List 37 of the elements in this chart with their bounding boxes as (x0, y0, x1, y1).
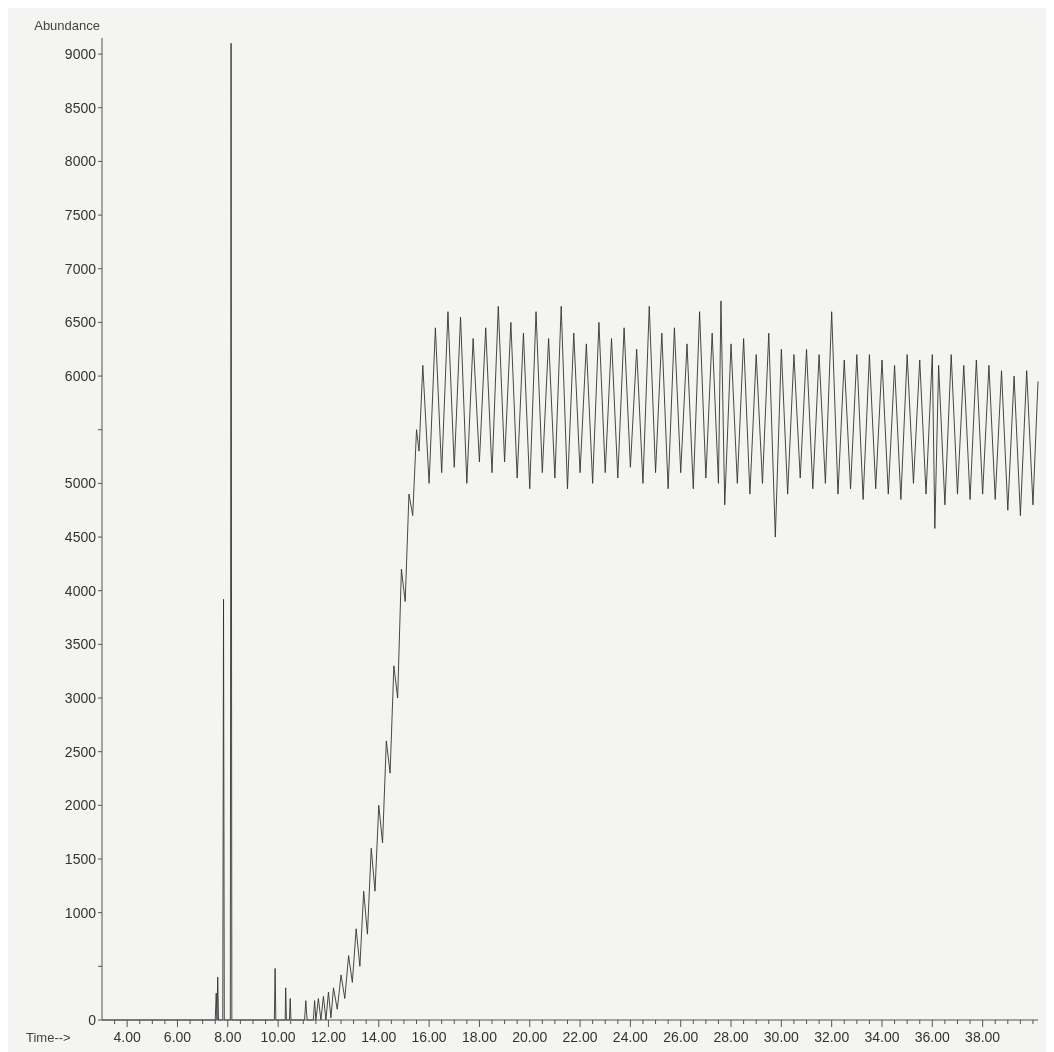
y-tick-label: 1500 (64, 850, 97, 867)
x-tick-label: 18.00 (461, 1029, 498, 1045)
x-tick-label: 38.00 (965, 1029, 1001, 1045)
x-tick-label: 26.00 (663, 1029, 699, 1045)
y-tick-label: 5000 (64, 475, 97, 492)
y-tick-label: 7000 (64, 260, 97, 277)
x-tick-label: 14.00 (361, 1029, 397, 1045)
x-axis-title: Time--> (26, 1030, 71, 1045)
y-tick-label: 0 (88, 1011, 97, 1028)
x-tick-label: 4.00 (113, 1029, 141, 1045)
y-tick-label: 4500 (64, 528, 97, 545)
y-tick-label: 6000 (64, 367, 97, 384)
x-tick-label: 6.00 (163, 1029, 192, 1045)
x-tick-label: 12.00 (310, 1029, 347, 1045)
y-tick-label: 3000 (64, 689, 97, 706)
y-tick-label: 6500 (64, 314, 97, 331)
y-tick-label: 2500 (64, 743, 97, 760)
x-tick-label: 24.00 (612, 1029, 649, 1045)
x-tick-label: 16.00 (411, 1029, 447, 1045)
y-tick-label: 8500 (64, 99, 97, 116)
x-tick-label: 28.00 (713, 1029, 749, 1045)
y-tick-label: 1000 (64, 904, 97, 921)
y-tick-label: 3500 (64, 636, 97, 653)
y-axis-title: Abundance (34, 18, 100, 33)
y-tick-label: 7500 (64, 206, 97, 223)
y-tick-label: 8000 (64, 153, 97, 170)
x-tick-label: 32.00 (814, 1029, 850, 1045)
x-tick-label: 8.00 (214, 1029, 242, 1045)
x-tick-label: 34.00 (864, 1029, 900, 1045)
x-tick-label: 30.00 (763, 1029, 800, 1045)
x-tick-label: 20.00 (512, 1029, 548, 1045)
x-tick-label: 10.00 (260, 1029, 296, 1045)
y-tick-label: 4000 (64, 582, 97, 599)
x-tick-label: 36.00 (914, 1029, 951, 1045)
x-tick-label: 22.00 (562, 1029, 598, 1045)
y-tick-label: 9000 (64, 46, 97, 62)
y-tick-label: 2000 (64, 797, 97, 814)
